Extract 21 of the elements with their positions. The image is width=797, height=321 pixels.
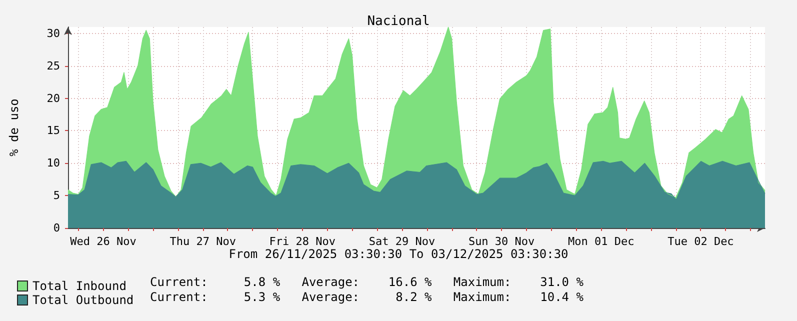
legend-label: Total Inbound [32, 279, 126, 293]
text: From 26/11/2025 03:30:30 To 03/12/2025 03:30:30 [228, 247, 568, 261]
y-tick-label: 10 [46, 156, 60, 170]
x-tick-label: Tue 02 Dec [668, 235, 734, 248]
x-tick-label: Sun 30 Nov [468, 235, 536, 248]
x-tick-label: Sat 29 Nov [368, 235, 436, 248]
text: Current: 5.3 % Average: 8.2 % Maximum: 10.4 % [150, 290, 584, 304]
y-tick-label: 5 [53, 189, 60, 202]
y-tick-label: 0 [53, 222, 60, 234]
y-tick-label: 20 [46, 92, 60, 105]
y-tick-label: 15 [46, 124, 60, 138]
x-tick-label: Wed 26 Nov [70, 235, 137, 248]
x-tick-label: Fri 28 Nov [269, 235, 336, 248]
text: Current: 5.8 % Average: 16.6 % Maximum: 31.0 % [150, 275, 584, 289]
x-tick-label: Thu 27 Nov [170, 235, 236, 248]
x-tick-label: Mon 01 Dec [568, 235, 634, 248]
legend-label: Total Outbound [32, 293, 134, 307]
chart-title: Nacional [367, 14, 430, 29]
y-tick-label: 30 [46, 26, 60, 40]
y-tick-label: 25 [46, 59, 60, 72]
y-axis-title: % de uso [7, 98, 21, 156]
